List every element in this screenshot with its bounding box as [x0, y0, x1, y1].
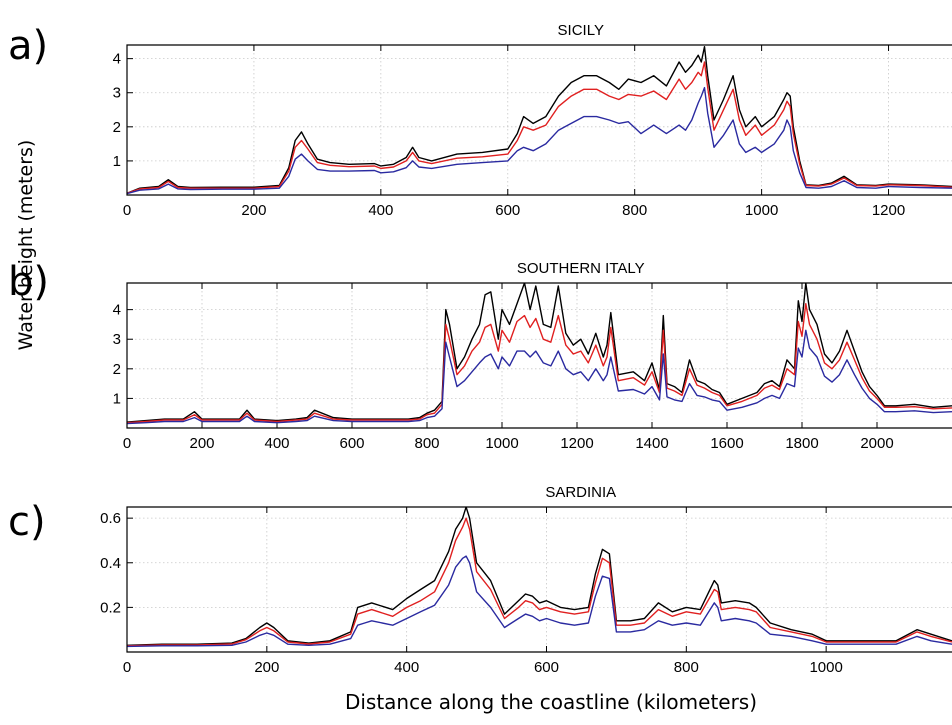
- panel-label-c: c): [8, 499, 46, 545]
- x-tick-label: 0: [123, 659, 131, 676]
- x-tick-label: 600: [339, 435, 364, 452]
- x-tick-label: 200: [189, 435, 214, 452]
- series-line-2: [127, 517, 952, 647]
- panel-label-a: a): [8, 23, 49, 69]
- x-tick-label: 1600: [710, 435, 743, 452]
- series-line-2: [127, 61, 952, 194]
- x-tick-label: 1000: [745, 202, 778, 219]
- series-line-1: [127, 507, 952, 646]
- x-tick-label: 1000: [485, 435, 518, 452]
- x-tick-label: 600: [534, 659, 559, 676]
- y-tick-label: 3: [113, 85, 121, 102]
- panel-3: SARDINIA 0.2 0.4 0.6 0 200 400 600 800 1000: [100, 484, 952, 676]
- y-tick-label: 1: [113, 390, 121, 407]
- axes-frame: [126, 282, 952, 429]
- x-tick-label: 200: [254, 659, 279, 676]
- series-line-3: [127, 555, 952, 648]
- x-tick-label: 2000: [860, 435, 893, 452]
- x-axis-label: Distance along the coastline (kilometers…: [344, 690, 758, 714]
- panel-label-b: b): [8, 259, 49, 305]
- y-tick-label: 4: [113, 51, 121, 68]
- x-tick-label: 0: [123, 435, 131, 452]
- y-tick-label: 4: [113, 302, 121, 319]
- series-line-1: [127, 283, 952, 423]
- panel-2: SOUTHERN ITALY 1 2 3 4 0 200 400 600 800 1000 1200 1…: [113, 260, 952, 452]
- y-tick-label: 0.4: [100, 555, 121, 572]
- x-tick-label: 1200: [560, 435, 593, 452]
- panel-title: SOUTHERN ITALY: [517, 260, 645, 277]
- x-tick-label: 1200: [872, 202, 905, 219]
- x-tick-label: 1400: [635, 435, 668, 452]
- x-tick-label: 0: [123, 202, 131, 219]
- series-line-1: [127, 46, 952, 194]
- series-line-2: [127, 303, 952, 424]
- y-tick-label: 1: [113, 153, 121, 170]
- axes-frame: [126, 506, 952, 653]
- x-tick-label: 800: [622, 202, 647, 219]
- x-tick-label: 200: [241, 202, 266, 219]
- x-tick-label: 1000: [809, 659, 842, 676]
- x-tick-label: 400: [264, 435, 289, 452]
- y-tick-label: 0.2: [100, 599, 121, 616]
- x-tick-label: 400: [394, 659, 419, 676]
- panel-title: SARDINIA: [545, 484, 616, 501]
- y-tick-label: 2: [113, 361, 121, 378]
- y-tick-label: 0.6: [100, 510, 121, 527]
- series-line-3: [127, 86, 952, 195]
- panel-title: SICILY: [558, 22, 604, 39]
- y-tick-label: 3: [113, 331, 121, 348]
- panel-1: SICILY 1 2 3 4 0 200 400 600 800 1000 1200: [113, 22, 952, 219]
- x-tick-label: 400: [368, 202, 393, 219]
- x-tick-label: 1800: [785, 435, 818, 452]
- y-tick-label: 2: [113, 119, 121, 136]
- x-tick-label: 800: [674, 659, 699, 676]
- series-line-3: [127, 329, 952, 425]
- x-tick-label: 600: [495, 202, 520, 219]
- x-tick-label: 800: [414, 435, 439, 452]
- axes-frame: [126, 44, 952, 196]
